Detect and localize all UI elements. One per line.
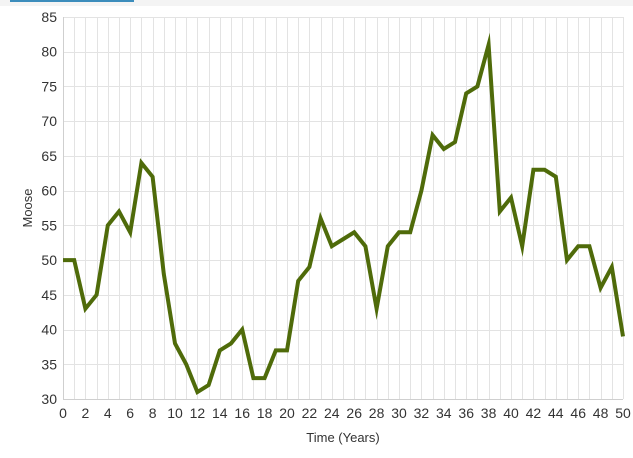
y-axis-title: Moose (20, 188, 35, 227)
x-tick-label: 50 (615, 405, 631, 421)
y-tick-label: 50 (41, 252, 57, 268)
x-tick-label: 0 (59, 405, 67, 421)
x-tick-label: 2 (82, 405, 90, 421)
x-tick-labels: 0 2 4 6 8 10 12 14 16 18 20 22 24 26 28 30 32 34 36 38 40 42 4… (59, 405, 631, 421)
y-tick-label: 75 (41, 78, 57, 94)
x-tick-label: 18 (257, 405, 273, 421)
y-tick-label: 40 (41, 322, 57, 338)
x-tick-label: 20 (279, 405, 295, 421)
x-tick-label: 42 (526, 405, 542, 421)
y-tick-label: 35 (41, 356, 57, 372)
x-tick-label: 40 (503, 405, 519, 421)
x-tick-label: 16 (234, 405, 250, 421)
y-tick-label: 80 (41, 44, 57, 60)
y-tick-label: 55 (41, 217, 57, 233)
y-tick-label: 30 (41, 391, 57, 407)
top-strip (0, 0, 633, 6)
grid-lines (63, 17, 624, 400)
x-tick-label: 12 (190, 405, 206, 421)
x-tick-label: 48 (593, 405, 609, 421)
x-tick-label: 36 (458, 405, 474, 421)
series-line (63, 32, 625, 396)
y-tick-label: 45 (41, 287, 57, 303)
x-tick-label: 8 (149, 405, 157, 421)
y-tick-labels: 30 35 40 45 50 55 60 65 70 75 80 85 (41, 9, 57, 407)
top-accent-bar (10, 0, 134, 2)
y-tick-label: 65 (41, 148, 57, 164)
x-tick-label: 24 (324, 405, 340, 421)
x-tick-label: 32 (414, 405, 430, 421)
x-tick-label: 6 (126, 405, 134, 421)
x-axis-title: Time (Years) (306, 430, 379, 445)
axes (63, 17, 623, 400)
x-tick-label: 38 (481, 405, 497, 421)
x-tick-label: 4 (104, 405, 112, 421)
x-tick-label: 28 (369, 405, 385, 421)
x-tick-label: 30 (391, 405, 407, 421)
y-tick-label: 60 (41, 183, 57, 199)
x-tick-label: 46 (570, 405, 586, 421)
x-tick-label: 34 (436, 405, 452, 421)
x-tick-label: 26 (346, 405, 362, 421)
y-tick-label: 70 (41, 113, 57, 129)
x-tick-label: 22 (302, 405, 318, 421)
x-tick-label: 14 (212, 405, 228, 421)
y-tick-label: 85 (41, 9, 57, 25)
x-tick-label: 10 (167, 405, 183, 421)
x-tick-label: 44 (548, 405, 564, 421)
